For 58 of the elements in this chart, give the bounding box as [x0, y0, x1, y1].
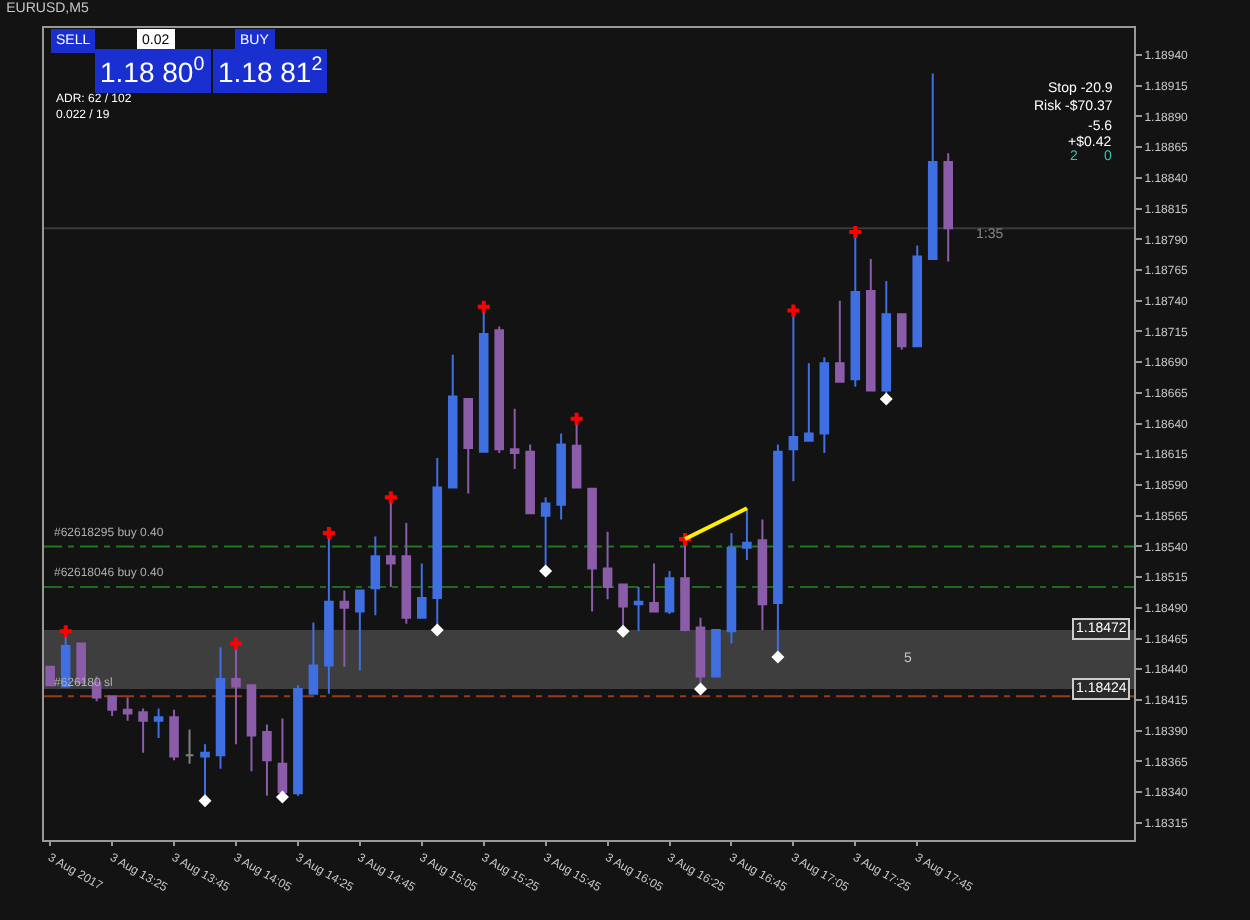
candlestick: [45, 665, 55, 687]
point: [322, 526, 335, 539]
candlestick: [153, 707, 164, 740]
candlestick: [215, 646, 226, 770]
point: [477, 300, 490, 313]
candlestick: [107, 695, 117, 717]
candlestick: [912, 244, 923, 348]
point: [275, 790, 289, 804]
point: [771, 650, 785, 664]
point: [616, 624, 630, 638]
candlestick: [757, 518, 768, 631]
candlestick: [339, 589, 350, 668]
point: [229, 637, 242, 650]
point: [430, 623, 444, 637]
candlestick: [587, 487, 597, 613]
candlestick: [804, 362, 814, 442]
candlestick: [835, 299, 845, 383]
candlestick: [726, 531, 737, 645]
point: [198, 794, 212, 808]
point: [539, 564, 553, 578]
candlestick: [494, 325, 504, 455]
candlestick: [943, 152, 953, 263]
candlestick: [184, 728, 195, 765]
candlestick: [819, 356, 830, 455]
candlestick: [711, 628, 721, 678]
candlestick: [401, 522, 412, 625]
candlestick: [525, 443, 535, 515]
annotation: 1.18 81$^{2}$: [218, 54, 323, 88]
candlestick: [556, 432, 566, 521]
candlestick: [447, 353, 458, 489]
candlestick: [293, 684, 303, 797]
candlestick: [262, 723, 272, 797]
point: [879, 392, 893, 406]
candlestick: [355, 589, 365, 672]
candlestick: [463, 397, 474, 495]
candlestick: [633, 585, 644, 633]
candlestick: [308, 621, 319, 695]
candlestick: [602, 530, 613, 601]
point: [570, 412, 583, 425]
point: [693, 682, 707, 696]
candlestick: [664, 569, 675, 615]
candlestick: [649, 562, 659, 613]
point: [849, 225, 862, 238]
candlestick: [896, 313, 907, 351]
point: [787, 304, 800, 317]
point: [59, 625, 72, 638]
candlestick: [742, 507, 752, 561]
candlestick: [509, 407, 520, 471]
candlestick: [122, 696, 133, 722]
candlestick: [370, 535, 381, 617]
candlestick: [417, 562, 427, 619]
annotation: 1.18 80$^{0}$: [100, 54, 206, 88]
candlestick: [138, 707, 148, 754]
candlestick: [169, 708, 179, 762]
candlestick: [927, 72, 938, 260]
candlestick: [246, 684, 257, 773]
candlestick: [866, 257, 876, 392]
point: [384, 491, 397, 504]
